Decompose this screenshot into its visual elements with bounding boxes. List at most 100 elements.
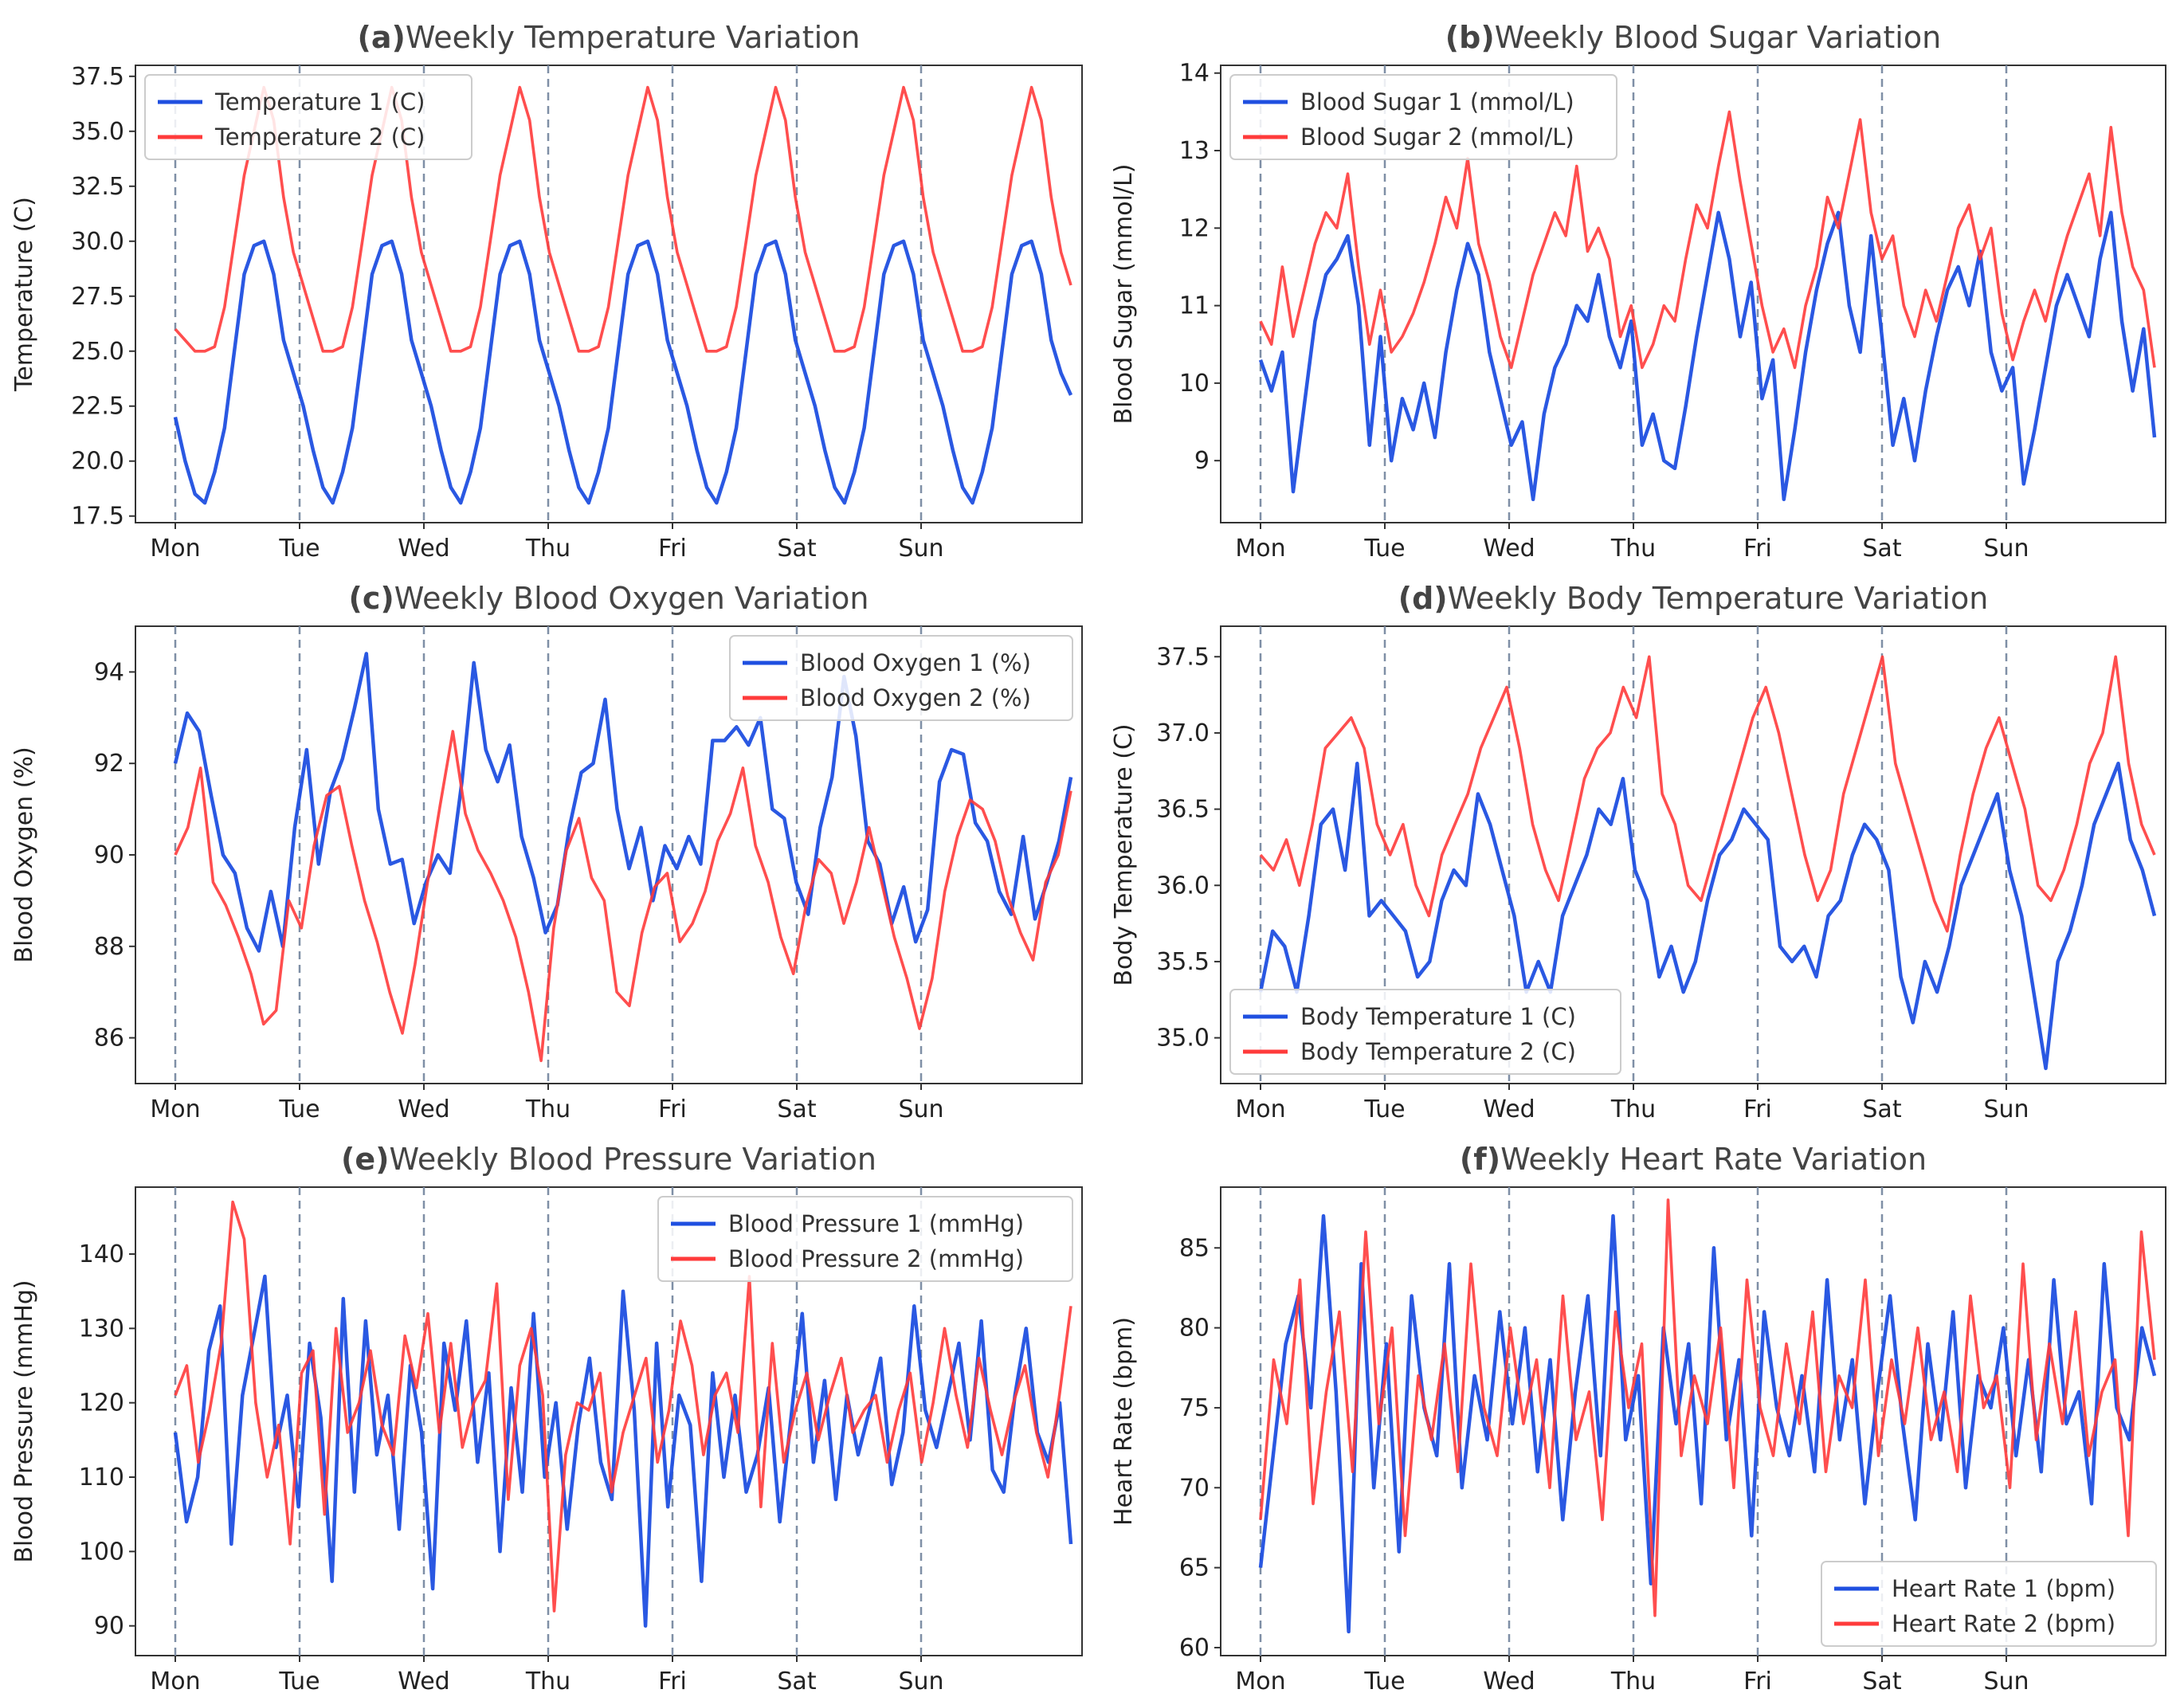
x-tick-label: Tue xyxy=(278,1096,320,1123)
series-line-2 xyxy=(174,1200,1072,1613)
x-tick-label: Fri xyxy=(1743,1096,1772,1123)
y-tick-label: 37.5 xyxy=(71,63,124,91)
chart-title: (c)Weekly Blood Oxygen Variation xyxy=(349,581,869,616)
y-tick-label: 32.5 xyxy=(71,173,124,201)
series-line-2 xyxy=(1259,655,2156,933)
y-tick-label: 20.0 xyxy=(71,448,124,476)
y-tick-label: 70 xyxy=(1179,1474,1210,1502)
y-tick-label: 30.0 xyxy=(71,228,124,256)
chart-title: (d)Weekly Body Temperature Variation xyxy=(1398,581,1989,616)
series-line-1 xyxy=(173,1274,1073,1628)
panel-e: Mon Tue Wed Thu Fri Sat Sun 90 100 110 120 130 140 Bl… xyxy=(10,1142,1083,1695)
panel-label: (c) xyxy=(349,581,394,616)
y-axis-label: Blood Sugar (mmol/L) xyxy=(1110,164,1138,425)
series-line-1 xyxy=(1258,1213,2157,1634)
y-tick-label: 94 xyxy=(94,658,124,686)
legend-label-2: Body Temperature 2 (C) xyxy=(1300,1038,1576,1065)
y-tick-label: 130 xyxy=(79,1315,124,1342)
y-tick-label: 60 xyxy=(1179,1634,1210,1662)
y-tick-label: 17.5 xyxy=(71,503,124,531)
x-tick-label: Tue xyxy=(1363,1096,1405,1123)
series-line-1 xyxy=(173,652,1073,953)
y-tick-label: 86 xyxy=(94,1025,124,1052)
legend-box xyxy=(657,1196,1073,1282)
plot-frame xyxy=(1220,1186,2166,1656)
y-tick-label: 37.0 xyxy=(1156,719,1210,747)
y-axis-label: Blood Oxygen (%) xyxy=(10,747,38,962)
legend-box xyxy=(729,635,1073,721)
y-tick-label: 9 xyxy=(1194,447,1210,475)
plot-frame xyxy=(1220,625,2166,1084)
panel-title-text: Weekly Blood Pressure Variation xyxy=(390,1142,877,1177)
y-tick-label: 10 xyxy=(1179,370,1210,398)
plot-frame xyxy=(135,1186,1083,1656)
y-tick-label: 110 xyxy=(79,1464,124,1491)
x-tick-label: Wed xyxy=(398,1668,449,1695)
panel-title-text: Weekly Blood Sugar Variation xyxy=(1495,20,1941,55)
legend: Blood Sugar 1 (mmol/L) Blood Sugar 2 (mmo… xyxy=(1229,74,1617,160)
legend-label-2: Heart Rate 2 (bpm) xyxy=(1892,1610,2115,1637)
y-axis-label: Blood Pressure (mmHg) xyxy=(10,1280,38,1562)
plot-frame xyxy=(135,65,1083,523)
y-tick-label: 12 xyxy=(1179,214,1210,242)
panel-label: (f) xyxy=(1460,1142,1500,1177)
x-tick-label: Thu xyxy=(525,535,571,562)
legend-label-1: Blood Pressure 1 (mmHg) xyxy=(728,1210,1024,1237)
x-tick-label: Sun xyxy=(1983,1096,2029,1123)
y-axis-label: Body Temperature (C) xyxy=(1110,723,1138,986)
legend: Blood Oxygen 1 (%) Blood Oxygen 2 (%) xyxy=(729,635,1073,721)
x-tick-label: Wed xyxy=(1483,1096,1535,1123)
panel-title-text: Weekly Blood Oxygen Variation xyxy=(394,581,869,616)
x-tick-label: Mon xyxy=(1235,1096,1285,1123)
x-tick-label: Mon xyxy=(150,1096,200,1123)
y-tick-label: 25.0 xyxy=(71,338,124,366)
x-tick-label: Sun xyxy=(898,1668,943,1695)
x-tick-label: Sat xyxy=(777,1096,816,1123)
y-tick-label: 36.0 xyxy=(1156,872,1210,900)
panel-label: (a) xyxy=(357,20,405,55)
legend-label-1: Temperature 1 (C) xyxy=(214,88,425,116)
legend-label-1: Blood Oxygen 1 (%) xyxy=(800,649,1031,676)
y-tick-label: 11 xyxy=(1179,292,1210,320)
y-tick-label: 120 xyxy=(79,1389,124,1417)
y-tick-label: 22.5 xyxy=(71,393,124,421)
x-tick-label: Mon xyxy=(1235,1668,1285,1695)
y-tick-label: 65 xyxy=(1179,1554,1210,1582)
x-tick-label: Sat xyxy=(1862,535,1901,562)
legend: Blood Pressure 1 (mmHg) Blood Pressure 2 … xyxy=(657,1196,1073,1282)
series-line-2 xyxy=(1259,1198,2156,1617)
legend-label-2: Blood Oxygen 2 (%) xyxy=(800,684,1031,711)
x-tick-label: Sat xyxy=(1862,1096,1901,1123)
x-tick-label: Sat xyxy=(1862,1668,1901,1695)
x-tick-label: Thu xyxy=(525,1096,571,1123)
legend-label-2: Blood Sugar 2 (mmol/L) xyxy=(1300,123,1574,151)
legend-label-1: Heart Rate 1 (bpm) xyxy=(1892,1575,2115,1602)
x-tick-label: Wed xyxy=(1483,1668,1535,1695)
series-line-2 xyxy=(174,730,1072,1063)
y-tick-label: 37.5 xyxy=(1156,643,1210,671)
plot-frame xyxy=(1220,65,2166,523)
x-tick-label: Sun xyxy=(898,1096,943,1123)
x-tick-label: Tue xyxy=(1363,1668,1405,1695)
y-tick-label: 88 xyxy=(94,933,124,961)
x-tick-label: Mon xyxy=(1235,535,1285,562)
legend-label-2: Temperature 2 (C) xyxy=(214,123,425,151)
y-tick-label: 14 xyxy=(1179,60,1210,88)
legend: Heart Rate 1 (bpm) Heart Rate 2 (bpm) xyxy=(1821,1561,2157,1647)
panel-a: Mon Tue Wed Thu Fri Sat Sun 17.5 20.0 22.5 25.0 27.… xyxy=(10,20,1083,562)
x-tick-label: Fri xyxy=(1743,535,1772,562)
x-tick-label: Fri xyxy=(658,535,687,562)
x-tick-label: Thu xyxy=(1610,535,1656,562)
panel-f: Mon Tue Wed Thu Fri Sat Sun 60 65 70 75 80 85 Heart R… xyxy=(1110,1142,2166,1695)
legend-box xyxy=(1229,989,1621,1075)
panel-title-text: Weekly Temperature Variation xyxy=(406,20,861,55)
legend-label-1: Body Temperature 1 (C) xyxy=(1300,1003,1576,1030)
x-tick-label: Wed xyxy=(1483,535,1535,562)
x-tick-label: Wed xyxy=(398,535,449,562)
x-tick-label: Tue xyxy=(1363,535,1405,562)
x-tick-label: Tue xyxy=(278,535,320,562)
y-tick-label: 35.5 xyxy=(1156,948,1210,976)
x-tick-label: Sun xyxy=(1983,535,2029,562)
